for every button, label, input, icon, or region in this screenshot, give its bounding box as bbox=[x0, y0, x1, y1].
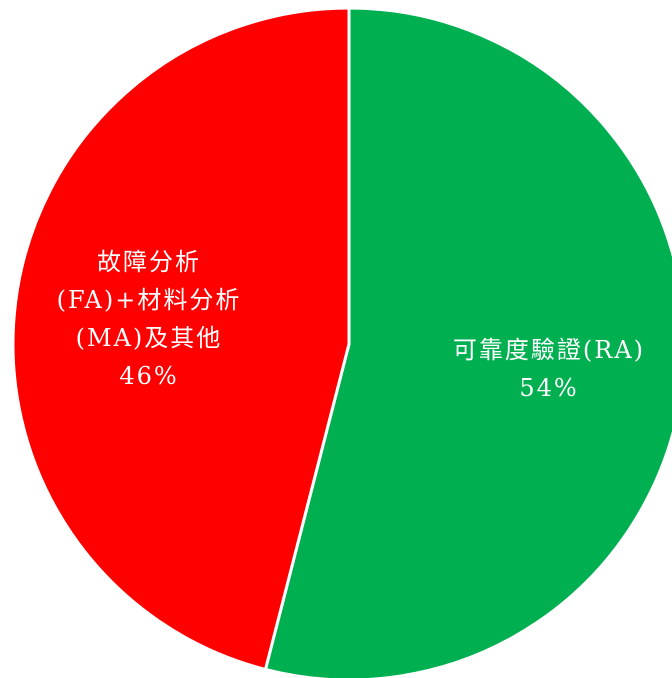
value-label: 46% bbox=[119, 361, 179, 390]
slice-label: 可靠度驗證(RA) 54% bbox=[439, 249, 659, 489]
slice-label: 故障分析(FA)+材料分析(MA)及其他 46% bbox=[49, 199, 249, 439]
pie-slice bbox=[263, 6, 672, 678]
pie-slice bbox=[11, 6, 351, 672]
label-box: 故障分析(FA)+材料分析(MA)及其他 46% bbox=[49, 199, 249, 439]
value-label: 54% bbox=[519, 374, 579, 403]
label-box: 可靠度驗證(RA) 54% bbox=[439, 249, 659, 489]
category-label: 可靠度驗證(RA) bbox=[452, 336, 646, 365]
category-label: 故障分析(FA)+材料分析(MA)及其他 bbox=[56, 247, 242, 352]
